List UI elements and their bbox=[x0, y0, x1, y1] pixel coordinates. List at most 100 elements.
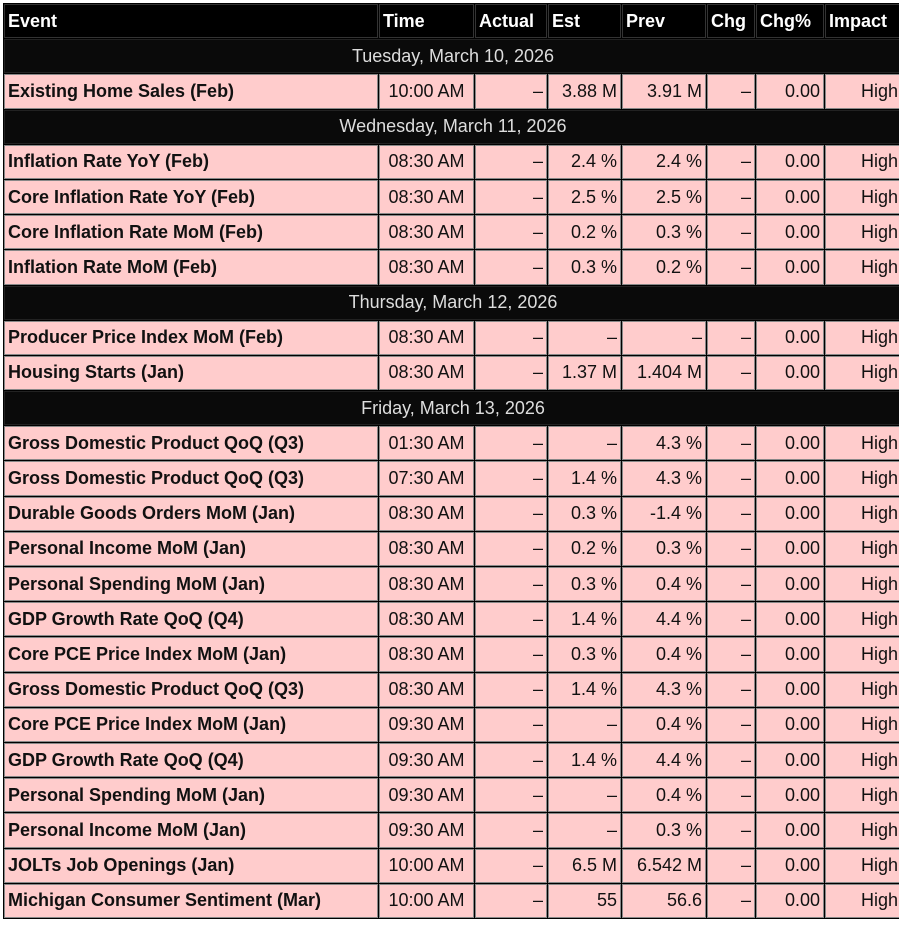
cell-est: 2.4 % bbox=[548, 144, 621, 179]
cell-actual: – bbox=[475, 637, 547, 672]
cell-prev: 56.6 bbox=[622, 883, 706, 918]
cell-event: Core PCE Price Index MoM (Jan) bbox=[4, 637, 378, 672]
cell-prev: 0.4 % bbox=[622, 778, 706, 813]
date-label: Wednesday, March 11, 2026 bbox=[4, 109, 899, 144]
column-header-event[interactable]: Event bbox=[4, 4, 378, 39]
cell-chg-pct: 0.00 bbox=[756, 602, 824, 637]
cell-actual: – bbox=[475, 496, 547, 531]
cell-impact: High bbox=[825, 778, 899, 813]
cell-time: 08:30 AM bbox=[379, 637, 474, 672]
cell-est: – bbox=[548, 778, 621, 813]
cell-actual: – bbox=[475, 74, 547, 109]
cell-actual: – bbox=[475, 250, 547, 285]
cell-est: 1.4 % bbox=[548, 461, 621, 496]
cell-impact: High bbox=[825, 74, 899, 109]
cell-time: 08:30 AM bbox=[379, 355, 474, 391]
cell-actual: – bbox=[475, 426, 547, 461]
column-header-chg-pct[interactable]: Chg% bbox=[756, 4, 824, 39]
cell-est: 1.37 M bbox=[548, 355, 621, 391]
cell-time: 10:00 AM bbox=[379, 883, 474, 918]
cell-chg-pct: 0.00 bbox=[756, 637, 824, 672]
event-row[interactable]: Michigan Consumer Sentiment (Mar) 10:00 A… bbox=[4, 883, 899, 918]
event-row[interactable]: Gross Domestic Product QoQ (Q3) 01:30 AM –… bbox=[4, 426, 899, 461]
cell-prev: 6.542 M bbox=[622, 848, 706, 883]
cell-prev: -1.4 % bbox=[622, 496, 706, 531]
cell-time: 09:30 AM bbox=[379, 813, 474, 848]
cell-chg-pct: 0.00 bbox=[756, 848, 824, 883]
event-row[interactable]: Personal Spending MoM (Jan) 08:30 AM –0.3 … bbox=[4, 567, 899, 602]
cell-impact: High bbox=[825, 602, 899, 637]
cell-chg-pct: 0.00 bbox=[756, 355, 824, 391]
cell-impact: High bbox=[825, 707, 899, 742]
cell-time: 08:30 AM bbox=[379, 567, 474, 602]
cell-impact: High bbox=[825, 461, 899, 496]
cell-chg: – bbox=[707, 215, 755, 250]
cell-chg: – bbox=[707, 426, 755, 461]
cell-event: Personal Spending MoM (Jan) bbox=[4, 778, 378, 813]
cell-event: GDP Growth Rate QoQ (Q4) bbox=[4, 602, 378, 637]
cell-prev: 0.3 % bbox=[622, 215, 706, 250]
column-header-chg[interactable]: Chg bbox=[707, 4, 755, 39]
cell-event: Existing Home Sales (Feb) bbox=[4, 74, 378, 109]
cell-chg-pct: 0.00 bbox=[756, 426, 824, 461]
cell-chg: – bbox=[707, 602, 755, 637]
cell-time: 08:30 AM bbox=[379, 215, 474, 250]
cell-chg: – bbox=[707, 320, 755, 355]
cell-actual: – bbox=[475, 602, 547, 637]
date-row: Tuesday, March 10, 2026 bbox=[4, 39, 899, 74]
column-header-impact[interactable]: Impact bbox=[825, 4, 899, 39]
event-row[interactable]: Inflation Rate YoY (Feb) 08:30 AM –2.4 % 2.… bbox=[4, 144, 899, 179]
cell-chg-pct: 0.00 bbox=[756, 778, 824, 813]
cell-impact: High bbox=[825, 215, 899, 250]
cell-est: 0.3 % bbox=[548, 496, 621, 531]
cell-chg: – bbox=[707, 742, 755, 778]
cell-chg: – bbox=[707, 74, 755, 109]
event-row[interactable]: JOLTs Job Openings (Jan) 10:00 AM –6.5 M 6.… bbox=[4, 848, 899, 883]
cell-prev: 0.4 % bbox=[622, 707, 706, 742]
event-row[interactable]: Core PCE Price Index MoM (Jan) 08:30 AM – 0… bbox=[4, 637, 899, 672]
cell-prev: 2.4 % bbox=[622, 144, 706, 179]
event-row[interactable]: Inflation Rate MoM (Feb) 08:30 AM –0.3 % 0.… bbox=[4, 250, 899, 285]
cell-time: 08:30 AM bbox=[379, 602, 474, 637]
cell-est: – bbox=[548, 426, 621, 461]
cell-impact: High bbox=[825, 355, 899, 391]
event-row[interactable]: Housing Starts (Jan) 08:30 AM –1.37 M 1.404… bbox=[4, 355, 899, 391]
cell-actual: – bbox=[475, 778, 547, 813]
cell-event: Inflation Rate YoY (Feb) bbox=[4, 144, 378, 179]
event-row[interactable]: Existing Home Sales (Feb) 10:00 AM –3.88 M… bbox=[4, 74, 899, 109]
event-row[interactable]: Core Inflation Rate MoM (Feb) 08:30 AM –0.… bbox=[4, 215, 899, 250]
column-header-actual[interactable]: Actual bbox=[475, 4, 547, 39]
cell-impact: High bbox=[825, 426, 899, 461]
event-row[interactable]: Gross Domestic Product QoQ (Q3) 07:30 AM –… bbox=[4, 461, 899, 496]
column-header-time[interactable]: Time bbox=[379, 4, 474, 39]
event-row[interactable]: Core Inflation Rate YoY (Feb) 08:30 AM –2.… bbox=[4, 179, 899, 215]
cell-event: Gross Domestic Product QoQ (Q3) bbox=[4, 426, 378, 461]
event-row[interactable]: Personal Income MoM (Jan) 08:30 AM –0.2 % 0… bbox=[4, 531, 899, 566]
cell-event: Personal Income MoM (Jan) bbox=[4, 813, 378, 848]
cell-chg: – bbox=[707, 567, 755, 602]
cell-time: 09:30 AM bbox=[379, 778, 474, 813]
date-label: Tuesday, March 10, 2026 bbox=[4, 39, 899, 74]
cell-event: Housing Starts (Jan) bbox=[4, 355, 378, 391]
event-row[interactable]: Core PCE Price Index MoM (Jan) 09:30 AM – –… bbox=[4, 707, 899, 742]
cell-est: 55 bbox=[548, 883, 621, 918]
cell-est: 1.4 % bbox=[548, 602, 621, 637]
event-row[interactable]: Personal Income MoM (Jan) 09:30 AM – –0.3 %… bbox=[4, 813, 899, 848]
cell-chg-pct: 0.00 bbox=[756, 742, 824, 778]
event-row[interactable]: Producer Price Index MoM (Feb) 08:30 AM – –… bbox=[4, 320, 899, 355]
cell-actual: – bbox=[475, 215, 547, 250]
column-header-est[interactable]: Est bbox=[548, 4, 621, 39]
cell-actual: – bbox=[475, 848, 547, 883]
cell-event: Gross Domestic Product QoQ (Q3) bbox=[4, 461, 378, 496]
event-row[interactable]: GDP Growth Rate QoQ (Q4) 09:30 AM –1.4 % 4.… bbox=[4, 742, 899, 778]
event-row[interactable]: GDP Growth Rate QoQ (Q4) 08:30 AM –1.4 % 4.… bbox=[4, 602, 899, 637]
event-row[interactable]: Gross Domestic Product QoQ (Q3) 08:30 AM –… bbox=[4, 672, 899, 707]
cell-est: – bbox=[548, 813, 621, 848]
event-row[interactable]: Personal Spending MoM (Jan) 09:30 AM – –0.4… bbox=[4, 778, 899, 813]
cell-chg-pct: 0.00 bbox=[756, 813, 824, 848]
cell-chg: – bbox=[707, 848, 755, 883]
cell-chg: – bbox=[707, 250, 755, 285]
event-row[interactable]: Durable Goods Orders MoM (Jan) 08:30 AM –0… bbox=[4, 496, 899, 531]
cell-actual: – bbox=[475, 672, 547, 707]
column-header-prev[interactable]: Prev bbox=[622, 4, 706, 39]
